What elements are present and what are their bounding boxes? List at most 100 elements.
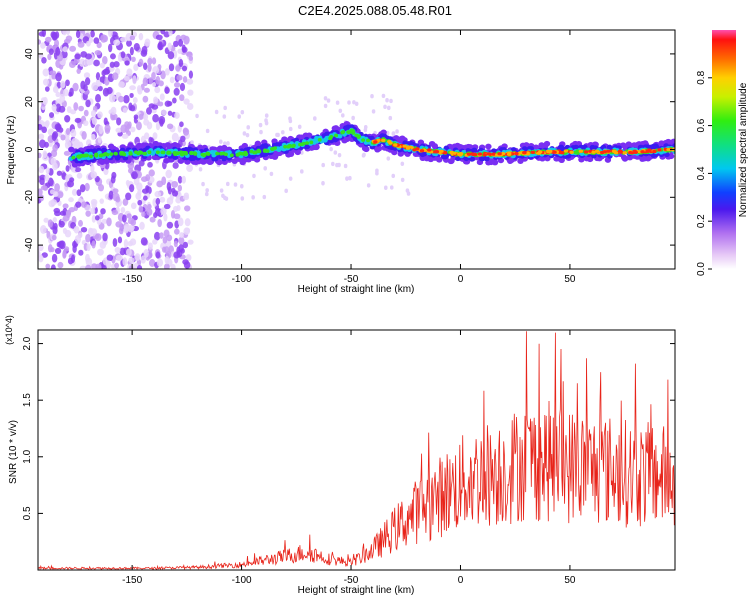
spectrogram-core-cell — [514, 151, 519, 156]
spectrogram-noise-cell — [345, 176, 349, 181]
spectrogram-ridge-cell — [196, 153, 202, 159]
spectrogram-noise-cell — [169, 76, 175, 84]
spectrogram-noise-cell — [99, 198, 105, 204]
spectrogram-noise-cell — [178, 59, 184, 68]
spectrogram-noise-cell — [171, 180, 179, 188]
spectrogram-noise-cell — [405, 188, 410, 193]
spectrogram-noise-cell — [188, 70, 194, 79]
spectrogram-noise-cell — [262, 194, 267, 200]
spectrogram-noise-cell — [173, 81, 181, 88]
spectrogram-noise-cell — [321, 181, 325, 186]
spectrogram-noise-cell — [137, 199, 143, 206]
spectrogram-noise-cell — [175, 65, 181, 72]
spectrogram-core-cell — [522, 150, 527, 155]
spectrogram-ridge-cell — [98, 153, 103, 158]
colorbar-tick-label: 0.0 — [696, 262, 707, 276]
spectrogram-noise-cell — [222, 114, 227, 119]
spectrogram-noise-cell — [185, 254, 192, 262]
spectrogram-noise-cell — [351, 115, 355, 121]
spectrogram-noise-cell — [123, 225, 129, 234]
spectrogram-core-cell — [602, 150, 607, 154]
spectrogram-ridge-cell — [260, 152, 267, 158]
spectrogram-noise-cell — [190, 140, 194, 145]
spectrogram-ridge-cell — [82, 153, 87, 158]
spectrogram-noise-cell — [95, 72, 101, 81]
spectrogram-noise-cell — [138, 205, 144, 213]
spectrogram-noise-cell — [52, 226, 58, 235]
spectrogram-core-cell — [583, 150, 589, 154]
spectrogram-noise-cell — [53, 191, 59, 198]
spectrogram-ridge-cell — [271, 147, 276, 151]
spectrogram-noise-cell — [152, 239, 158, 245]
spectrogram-noise-cell — [72, 240, 77, 249]
spectrogram-noise-cell — [159, 93, 165, 101]
spectrogram-noise-cell — [83, 120, 89, 127]
spectrogram-noise-cell — [137, 188, 142, 196]
spectrogram-core-cell — [606, 149, 611, 153]
spectrogram-noise-cell — [38, 133, 45, 140]
spectrogram-noise-cell — [73, 102, 79, 111]
spectrogram-noise-cell — [173, 251, 181, 259]
spectrogram-noise-cell — [97, 136, 102, 144]
spectrogram-noise-cell — [162, 236, 168, 244]
spectrogram-noise-cell — [164, 68, 170, 76]
spectrogram-noise-cell — [181, 44, 186, 53]
spectrogram-noise-cell — [60, 80, 66, 89]
spectrogram-noise-cell — [129, 85, 136, 91]
spectrogram-noise-cell — [69, 45, 77, 52]
spectrogram-ridge-cell — [428, 140, 436, 147]
colorbar-tick-label: 0.8 — [696, 70, 707, 84]
spectrogram-noise-cell — [340, 113, 345, 118]
spectrogram-noise-cell — [154, 86, 161, 94]
spectrogram-noise-cell — [81, 131, 87, 140]
spectrogram-ridge-cell — [306, 132, 313, 139]
spectrogram-noise-cell — [38, 254, 44, 263]
spectrogram-noise-cell — [383, 104, 387, 110]
spectrogram-noise-cell — [107, 30, 113, 38]
spectrogram-noise-cell — [144, 38, 151, 47]
snr-ylabel: SNR (10 * v/v) — [8, 420, 19, 484]
spectrogram-noise-cell — [138, 32, 144, 41]
spectrogram-ridge-cell — [142, 151, 147, 156]
spectrogram-ridge-cell — [589, 144, 596, 150]
spectrogram-noise-cell — [42, 150, 48, 159]
spectrogram-noise-cell — [258, 122, 263, 128]
spectrogram-noise-cell — [159, 196, 166, 203]
spectrogram-noise-cell — [120, 36, 128, 43]
spectrogram-core-cell — [640, 150, 645, 154]
spectrogram-noise-cell — [381, 93, 386, 99]
spectrogram-noise-cell — [157, 218, 162, 228]
spectrogram-noise-cell — [91, 201, 97, 209]
spectrogram-noise-cell — [38, 188, 43, 197]
spectrogram-noise-cell — [62, 249, 67, 258]
spectrogram-noise-cell — [102, 56, 108, 65]
spectrogram-noise-cell — [83, 84, 88, 92]
spectrogram-noise-cell — [48, 200, 56, 208]
spectrogram-noise-cell — [195, 113, 199, 119]
spectrogram-noise-cell — [44, 86, 50, 92]
spectrogram-ridge-cell — [256, 148, 261, 153]
spectrogram-core-cell — [434, 149, 440, 154]
spectrogram-noise-cell — [138, 160, 145, 167]
spectrogram-ridge-cell — [286, 144, 291, 149]
colorbar: 0.0 0.2 0.4 0.6 0.8 Normalized spectral ampl… — [696, 30, 749, 276]
spectrogram-noise-cell — [60, 134, 66, 141]
spectrogram-noise-cell — [142, 113, 149, 121]
spectrogram-ridge-cell — [328, 136, 333, 141]
spectrogram-ridge-cell — [337, 134, 343, 139]
spectrogram-noise-cell — [146, 121, 153, 130]
spectrogram-ridge-cell — [283, 144, 288, 149]
spectrogram-noise-cell — [167, 51, 175, 60]
spectrogram-noise-cell — [74, 166, 82, 173]
spectrogram-noise-cell — [94, 215, 100, 221]
spectrogram-noise-cell — [41, 126, 48, 134]
spectrogram-ridge-cell — [485, 143, 492, 150]
spectrogram-noise-cell — [100, 208, 106, 215]
spectrogram-noise-cell — [182, 241, 189, 249]
spectrogram-core-cell — [633, 150, 638, 155]
spectrogram-noise-cell — [129, 35, 136, 41]
spectrogram-ridge-cell — [235, 153, 240, 157]
spectrogram-xtick-label: -100 — [232, 274, 252, 285]
spectrogram-ridge-cell — [206, 152, 211, 156]
snr-series-line — [38, 331, 675, 570]
